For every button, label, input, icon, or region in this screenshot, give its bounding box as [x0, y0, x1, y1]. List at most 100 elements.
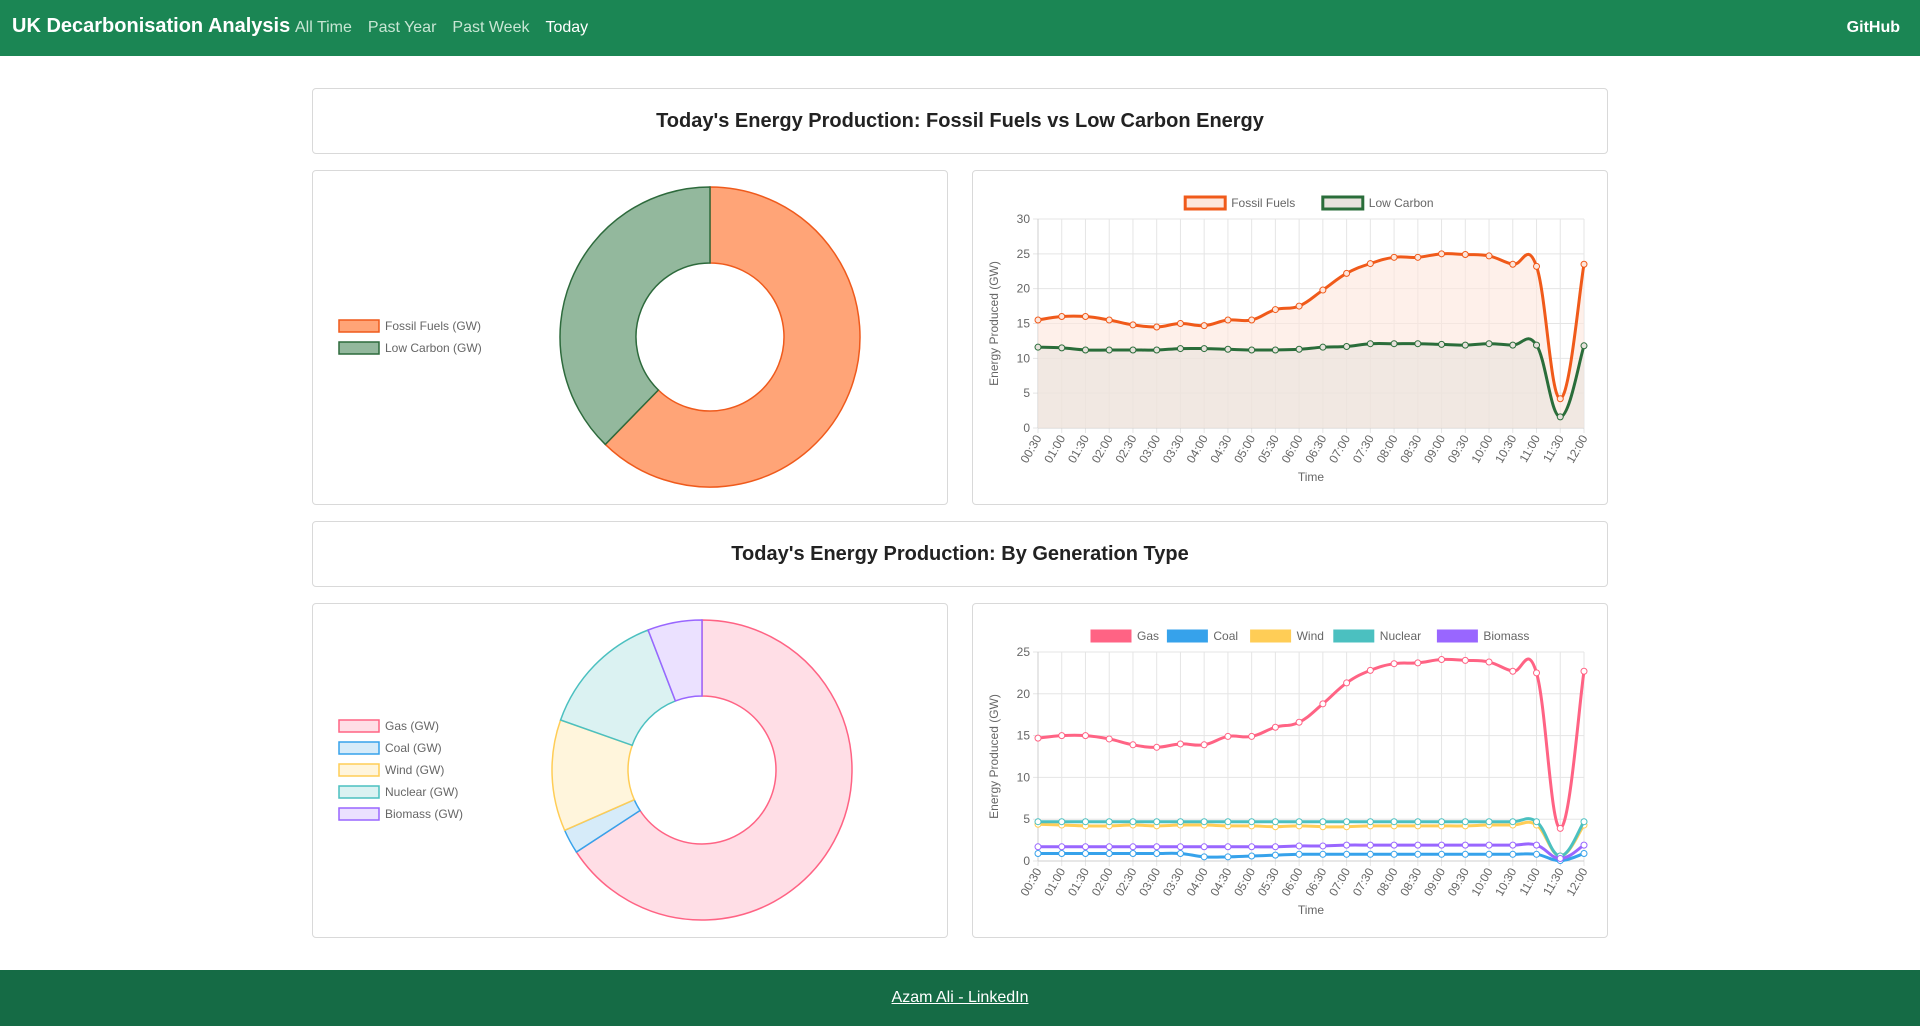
data-point-low-carbon [1485, 340, 1493, 348]
x-tick-label: 05:30 [1255, 432, 1282, 465]
data-point-gas [1509, 667, 1517, 675]
x-tick-label: 01:00 [1041, 865, 1068, 898]
data-point-nuclear [1224, 818, 1232, 826]
data-point-coal [1343, 850, 1351, 858]
section-title-by-generation-type: Today's Energy Production: By Generation… [731, 542, 1189, 565]
data-point-coal [1034, 849, 1042, 857]
data-point-low-carbon [1438, 340, 1446, 348]
series-area-low-carbon [1038, 338, 1584, 428]
data-point-biomass [1580, 841, 1588, 849]
legend-label-gas: Gas [1137, 629, 1159, 643]
nav-link-all-time[interactable]: All Time [295, 19, 352, 36]
x-tick-label: 01:00 [1041, 432, 1068, 465]
data-point-gas [1200, 741, 1208, 749]
x-tick-label: 01:30 [1065, 432, 1092, 465]
data-point-fossil-fuels [1081, 313, 1089, 321]
data-point-gas [1034, 734, 1042, 742]
data-point-fossil-fuels [1176, 320, 1184, 327]
data-point-gas [1366, 666, 1374, 674]
data-point-coal [1248, 852, 1256, 860]
data-point-low-carbon [1248, 346, 1256, 354]
data-point-coal [1295, 850, 1303, 858]
data-point-biomass [1129, 843, 1137, 851]
x-tick-label: 09:00 [1421, 432, 1448, 465]
legend-swatch-coal [1166, 629, 1208, 643]
nav-link-past-week[interactable]: Past Week [452, 19, 530, 36]
data-point-low-carbon [1295, 345, 1303, 353]
data-point-fossil-fuels [1580, 260, 1588, 268]
y-axis-title: Energy Produced (GW) [987, 694, 1001, 819]
x-tick-label: 03:30 [1160, 865, 1187, 898]
x-tick-label: 06:00 [1279, 865, 1306, 898]
data-point-biomass [1319, 842, 1327, 850]
data-point-fossil-fuels [1461, 251, 1469, 259]
data-point-coal [1224, 853, 1232, 861]
brand-title[interactable]: UK Decarbonisation Analysis [12, 15, 291, 37]
data-point-gas [1319, 700, 1327, 708]
data-point-fossil-fuels [1224, 316, 1232, 324]
nav-link-past-year[interactable]: Past Year [367, 19, 437, 36]
data-point-coal [1176, 849, 1184, 857]
series-line-biomass [1038, 842, 1585, 860]
legend-swatch-fossil-fuels [338, 319, 380, 333]
linkedin-link[interactable]: Azam Ali - LinkedIn [891, 989, 1029, 1006]
data-point-fossil-fuels [1556, 395, 1564, 403]
data-point-fossil-fuels [1343, 269, 1351, 277]
data-point-coal [1390, 850, 1398, 858]
section-title-fossil-vs-low-carbon: Today's Energy Production: Fossil Fuels … [656, 109, 1264, 132]
x-tick-label: 07:00 [1326, 432, 1353, 465]
data-point-low-carbon [1176, 345, 1184, 353]
data-point-coal [1461, 850, 1469, 858]
x-tick-label: 09:00 [1421, 865, 1448, 898]
data-point-biomass [1556, 854, 1564, 862]
data-point-biomass [1224, 843, 1232, 851]
x-tick-label: 09:30 [1445, 432, 1472, 465]
slice-gas [575, 619, 853, 921]
data-point-gas [1129, 741, 1137, 749]
x-tick-label: 02:00 [1089, 865, 1116, 898]
data-point-biomass [1485, 841, 1493, 849]
x-tick-label: 03:00 [1136, 865, 1163, 898]
chart-card-3: Gas (GW) Coal (GW) Wind (GW) Nuclear (GW) Bi… [312, 603, 948, 938]
x-tick-label: 11:30 [1540, 865, 1567, 898]
x-tick-label: 10:30 [1492, 432, 1519, 465]
data-point-biomass [1343, 841, 1351, 849]
legend-swatch-coal [338, 741, 380, 755]
data-point-fossil-fuels [1271, 306, 1279, 314]
github-link[interactable]: GitHub [1846, 19, 1900, 36]
data-point-coal [1058, 849, 1066, 857]
data-point-nuclear [1533, 818, 1541, 826]
data-point-fossil-fuels [1509, 260, 1517, 268]
data-point-low-carbon [1034, 343, 1042, 351]
data-point-biomass [1461, 841, 1469, 849]
data-point-gas [1153, 743, 1161, 751]
y-tick-label: 10 [1017, 351, 1031, 365]
x-tick-label: 11:30 [1540, 432, 1567, 465]
data-point-coal [1105, 849, 1113, 857]
legend-swatch-low-carbon [1321, 195, 1365, 211]
data-point-low-carbon [1129, 346, 1137, 354]
y-tick-label: 5 [1023, 386, 1030, 400]
data-point-nuclear [1438, 818, 1446, 826]
data-point-coal [1414, 850, 1422, 858]
x-tick-label: 09:30 [1445, 865, 1472, 898]
data-point-fossil-fuels [1034, 316, 1042, 324]
nav-link-today[interactable]: Today [545, 19, 589, 36]
data-point-nuclear [1366, 818, 1374, 826]
x-tick-label: 12:00 [1563, 432, 1590, 465]
data-point-coal [1319, 850, 1327, 858]
y-tick-label: 10 [1017, 770, 1031, 784]
legend-swatch-wind [338, 763, 380, 777]
chart-card-1: Fossil Fuels (GW) Low Carbon (GW) [312, 170, 948, 505]
data-point-low-carbon [1081, 346, 1089, 354]
chart-card-2: 0 5 10 15 20 25 30 00:30 01:00 01:30 02:00 02:30 03:… [972, 170, 1608, 505]
x-tick-label: 12:00 [1563, 865, 1590, 898]
x-tick-label: 08:00 [1374, 865, 1401, 898]
data-point-biomass [1509, 841, 1517, 849]
data-point-low-carbon [1556, 413, 1564, 421]
data-point-biomass [1081, 843, 1089, 851]
data-point-low-carbon [1343, 342, 1351, 350]
y-tick-label: 15 [1017, 317, 1031, 331]
legend-label-low-carbon: Low Carbon [1369, 196, 1434, 210]
top-navbar: UK Decarbonisation Analysis All Time Pas… [0, 0, 1920, 56]
